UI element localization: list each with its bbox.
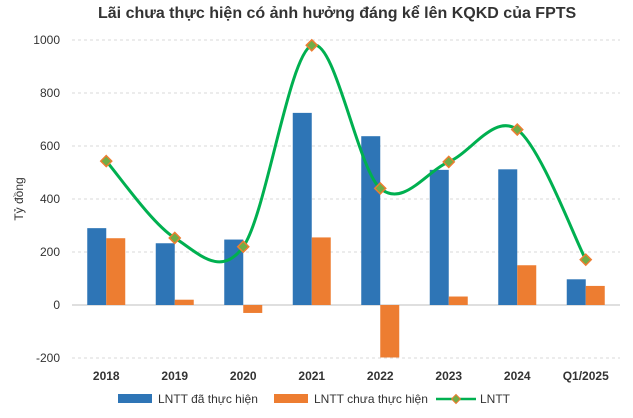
bar-realized	[429, 169, 449, 305]
bar-unrealized	[106, 238, 126, 305]
legend-label: LNTT đã thực hiện	[158, 392, 258, 406]
x-tick-label: Q1/2025	[563, 369, 609, 383]
bar-unrealized	[448, 296, 468, 305]
x-tick-label: 2023	[435, 369, 462, 383]
line-point-marker	[305, 38, 319, 52]
bar-unrealized	[380, 305, 400, 358]
bar-realized	[224, 239, 244, 305]
y-tick-label: 600	[40, 139, 60, 153]
y-tick-label: -200	[36, 351, 60, 365]
legend-label: LNTT chưa thực hiện	[314, 392, 428, 406]
bar-unrealized	[174, 299, 194, 305]
bar-realized	[498, 169, 518, 305]
x-tick-label: 2019	[161, 369, 188, 383]
line-point-marker	[236, 240, 250, 254]
legend-marker-lntt	[450, 393, 462, 405]
y-tick-label: 400	[40, 192, 60, 206]
chart-title: Lãi chưa thực hiện có ảnh hưởng đáng kể …	[98, 5, 577, 22]
bar-realized	[155, 243, 175, 305]
line-point-marker	[373, 181, 387, 195]
bar-unrealized	[585, 285, 605, 305]
line-point-marker	[442, 155, 456, 169]
bar-realized	[361, 136, 381, 305]
y-axis-label: Tỷ đồng	[12, 177, 26, 220]
y-tick-label: 800	[40, 86, 60, 100]
line-point-marker	[579, 253, 593, 267]
legend-swatch-realized	[118, 394, 152, 403]
y-tick-label: 200	[40, 245, 60, 259]
bar-realized	[292, 112, 312, 305]
bar-realized	[566, 279, 586, 305]
line-point-marker	[99, 154, 113, 168]
legend-label: LNTT	[480, 392, 511, 406]
bar-unrealized	[243, 305, 263, 313]
line-point-marker	[510, 123, 524, 137]
x-tick-label: 2018	[93, 369, 120, 383]
y-tick-label: 1000	[33, 33, 60, 47]
line-point-marker	[168, 231, 182, 245]
x-tick-label: 2020	[230, 369, 257, 383]
bar-realized	[87, 228, 107, 305]
x-tick-label: 2024	[504, 369, 531, 383]
x-tick-label: 2022	[367, 369, 394, 383]
legend-swatch-unrealized	[274, 394, 308, 403]
bar-unrealized	[311, 237, 331, 305]
y-tick-label: 0	[53, 298, 60, 312]
bar-unrealized	[517, 265, 537, 305]
x-tick-label: 2021	[298, 369, 325, 383]
